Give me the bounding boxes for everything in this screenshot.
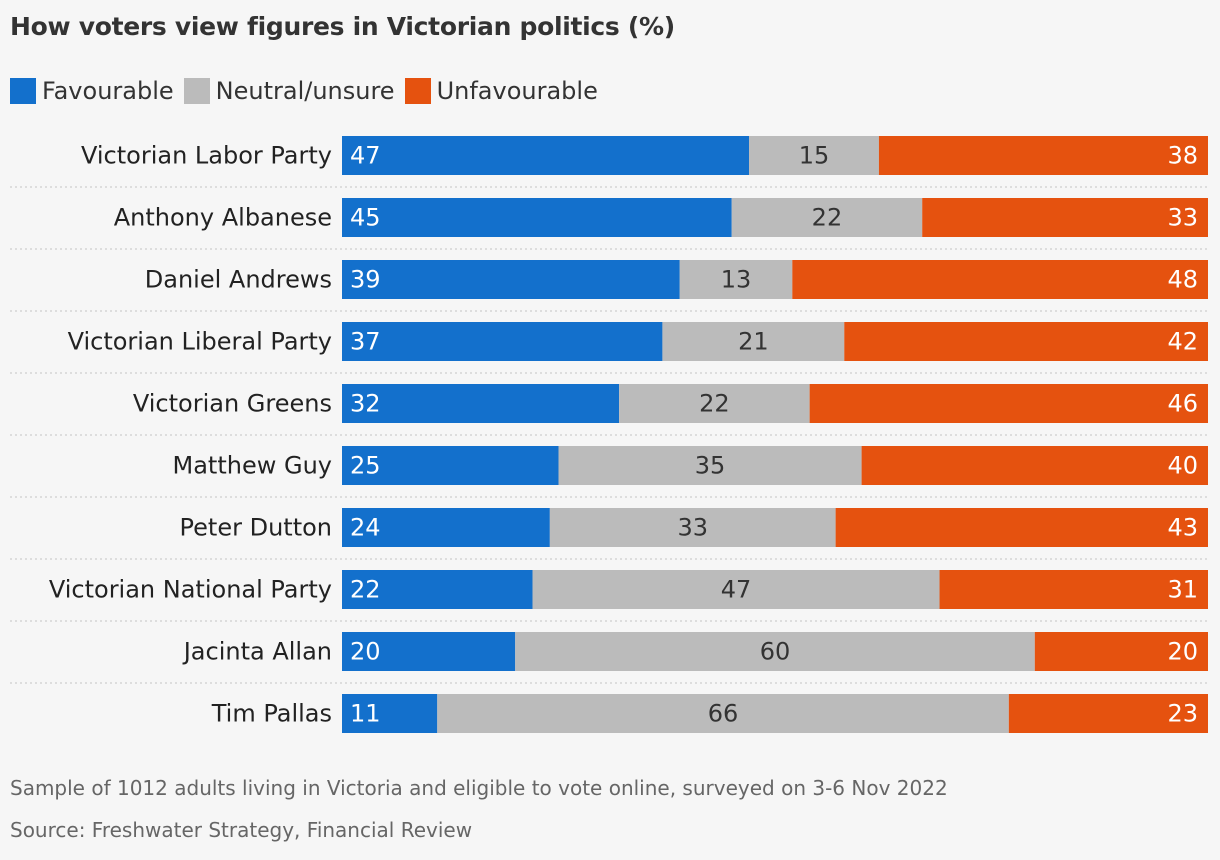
data-label-favourable-anthony-albanese: 45	[350, 204, 381, 232]
legend-swatch-favourable	[10, 78, 36, 104]
legend-item-favourable: Favourable	[10, 77, 174, 105]
bar-unfavourable-victorian-liberal-party	[844, 322, 1208, 361]
bar-neutral-unsure-jacinta-allan	[515, 632, 1035, 671]
data-label-favourable-jacinta-allan: 20	[350, 638, 381, 666]
data-label-favourable-victorian-national-party: 22	[350, 576, 381, 604]
category-label-victorian-labor-party: Victorian Labor Party	[81, 142, 332, 170]
bar-favourable-victorian-national-party	[342, 570, 533, 609]
bar-neutral-unsure-victorian-liberal-party	[662, 322, 845, 361]
data-label-favourable-victorian-greens: 32	[350, 390, 381, 418]
legend-item-unfavourable: Unfavourable	[404, 77, 598, 105]
category-label-matthew-guy: Matthew Guy	[173, 452, 332, 480]
data-label-favourable-daniel-andrews: 39	[350, 266, 381, 294]
data-label-unfavourable-victorian-national-party: 31	[1167, 576, 1198, 604]
data-label-unfavourable-victorian-greens: 46	[1167, 390, 1198, 418]
category-label-victorian-greens: Victorian Greens	[133, 390, 332, 418]
data-label-neutral-unsure-peter-dutton: 33	[677, 514, 708, 542]
bar-unfavourable-anthony-albanese	[922, 198, 1208, 237]
bar-unfavourable-jacinta-allan	[1034, 632, 1208, 671]
category-label-daniel-andrews: Daniel Andrews	[145, 266, 332, 294]
bar-unfavourable-tim-pallas	[1008, 694, 1208, 733]
data-label-unfavourable-jacinta-allan: 20	[1167, 638, 1198, 666]
bar-favourable-matthew-guy	[342, 446, 559, 485]
bar-unfavourable-matthew-guy	[861, 446, 1208, 485]
chart-legend: Favourable Neutral/unsure Unfavourable	[10, 76, 608, 106]
bar-favourable-jacinta-allan	[342, 632, 516, 671]
data-label-neutral-unsure-victorian-greens: 22	[699, 390, 730, 418]
data-label-favourable-tim-pallas: 11	[350, 700, 381, 728]
category-label-jacinta-allan: Jacinta Allan	[182, 638, 332, 666]
source-note: Source: Freshwater Strategy, Financial R…	[10, 818, 473, 842]
data-label-favourable-victorian-labor-party: 47	[350, 142, 381, 170]
chart-title: How voters view figures in Victorian pol…	[10, 12, 675, 41]
bar-favourable-tim-pallas	[342, 694, 438, 733]
data-label-neutral-unsure-daniel-andrews: 13	[721, 266, 752, 294]
data-label-neutral-unsure-tim-pallas: 66	[708, 700, 739, 728]
data-label-unfavourable-daniel-andrews: 48	[1167, 266, 1198, 294]
sample-note: Sample of 1012 adults living in Victoria…	[10, 776, 948, 800]
category-label-victorian-national-party: Victorian National Party	[49, 576, 332, 604]
bar-neutral-unsure-daniel-andrews	[679, 260, 793, 299]
bar-unfavourable-victorian-labor-party	[878, 136, 1208, 175]
legend-label-neutral: Neutral/unsure	[215, 77, 395, 105]
data-label-favourable-peter-dutton: 24	[350, 514, 381, 542]
category-label-tim-pallas: Tim Pallas	[211, 700, 332, 728]
bar-neutral-unsure-victorian-greens	[619, 384, 810, 423]
legend-swatch-unfavourable	[404, 78, 431, 104]
data-label-neutral-unsure-anthony-albanese: 22	[812, 204, 843, 232]
data-label-unfavourable-matthew-guy: 40	[1167, 452, 1198, 480]
bar-neutral-unsure-matthew-guy	[558, 446, 862, 485]
legend-item-neutral: Neutral/unsure	[183, 77, 395, 105]
bar-neutral-unsure-victorian-national-party	[532, 570, 940, 609]
data-label-unfavourable-tim-pallas: 23	[1167, 700, 1198, 728]
data-label-unfavourable-victorian-labor-party: 38	[1167, 142, 1198, 170]
category-label-victorian-liberal-party: Victorian Liberal Party	[68, 328, 332, 356]
data-label-unfavourable-peter-dutton: 43	[1167, 514, 1198, 542]
bar-favourable-daniel-andrews	[342, 260, 680, 299]
bar-favourable-peter-dutton	[342, 508, 550, 547]
bar-neutral-unsure-victorian-labor-party	[749, 136, 879, 175]
bar-favourable-victorian-greens	[342, 384, 620, 423]
bar-neutral-unsure-tim-pallas	[437, 694, 1009, 733]
bar-favourable-victorian-labor-party	[342, 136, 750, 175]
bar-unfavourable-victorian-national-party	[939, 570, 1208, 609]
bar-favourable-victorian-liberal-party	[342, 322, 663, 361]
bar-neutral-unsure-peter-dutton	[549, 508, 836, 547]
bar-unfavourable-victorian-greens	[809, 384, 1208, 423]
legend-label-favourable: Favourable	[42, 77, 174, 105]
data-label-unfavourable-victorian-liberal-party: 42	[1167, 328, 1198, 356]
bar-unfavourable-daniel-andrews	[792, 260, 1208, 299]
data-label-favourable-victorian-liberal-party: 37	[350, 328, 381, 356]
data-label-favourable-matthew-guy: 25	[350, 452, 381, 480]
category-label-anthony-albanese: Anthony Albanese	[114, 204, 332, 232]
data-label-neutral-unsure-victorian-labor-party: 15	[799, 142, 830, 170]
data-label-neutral-unsure-jacinta-allan: 60	[760, 638, 791, 666]
bar-favourable-anthony-albanese	[342, 198, 732, 237]
legend-swatch-neutral	[183, 78, 210, 104]
bar-unfavourable-peter-dutton	[835, 508, 1208, 547]
category-label-peter-dutton: Peter Dutton	[180, 514, 332, 542]
data-label-neutral-unsure-matthew-guy: 35	[695, 452, 726, 480]
legend-label-unfavourable: Unfavourable	[436, 77, 598, 105]
bar-neutral-unsure-anthony-albanese	[731, 198, 923, 237]
data-label-unfavourable-anthony-albanese: 33	[1167, 204, 1198, 232]
data-label-neutral-unsure-victorian-national-party: 47	[721, 576, 752, 604]
data-label-neutral-unsure-victorian-liberal-party: 21	[738, 328, 769, 356]
